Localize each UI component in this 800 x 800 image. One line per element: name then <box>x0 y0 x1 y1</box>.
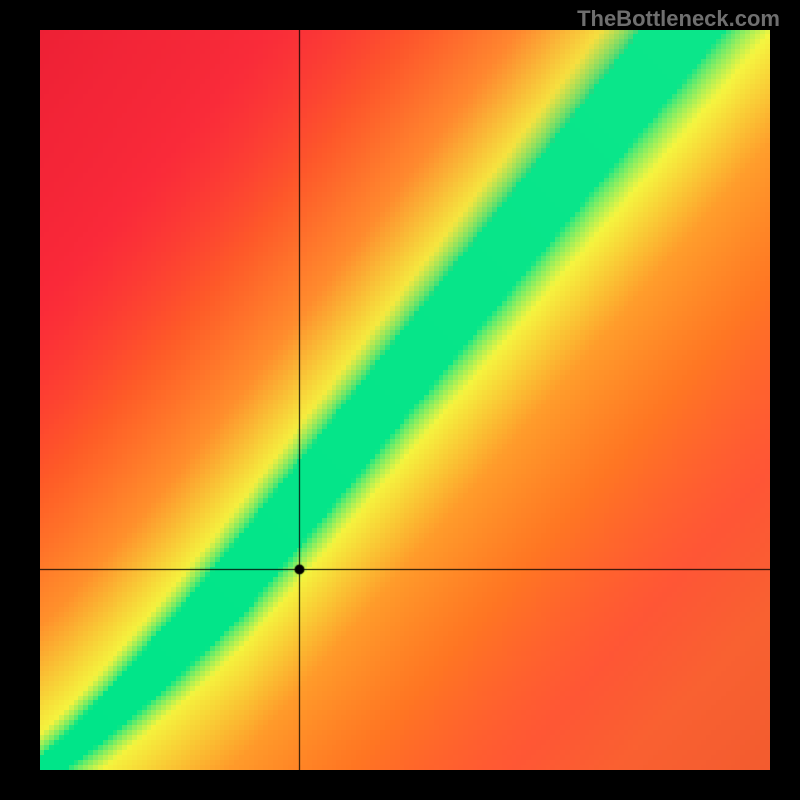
watermark-text: TheBottleneck.com <box>577 6 780 32</box>
chart-container: TheBottleneck.com <box>0 0 800 800</box>
bottleneck-heatmap <box>40 30 770 770</box>
